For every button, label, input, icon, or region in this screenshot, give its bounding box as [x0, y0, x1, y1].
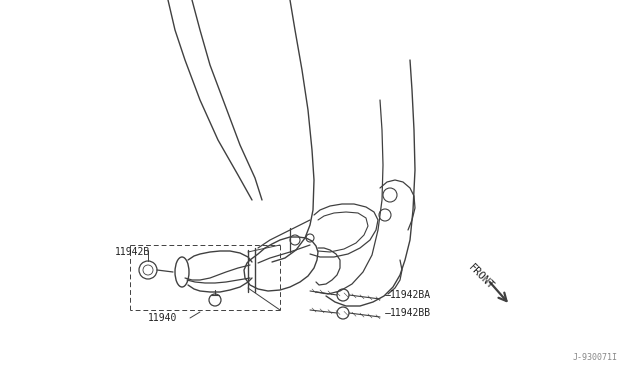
Text: 11942BB: 11942BB [390, 308, 431, 318]
Text: 11940: 11940 [148, 313, 177, 323]
Text: 11942BA: 11942BA [390, 290, 431, 300]
Text: FRONT: FRONT [467, 262, 495, 292]
Text: J-930071I: J-930071I [573, 353, 618, 362]
Text: 11942B: 11942B [115, 247, 150, 257]
